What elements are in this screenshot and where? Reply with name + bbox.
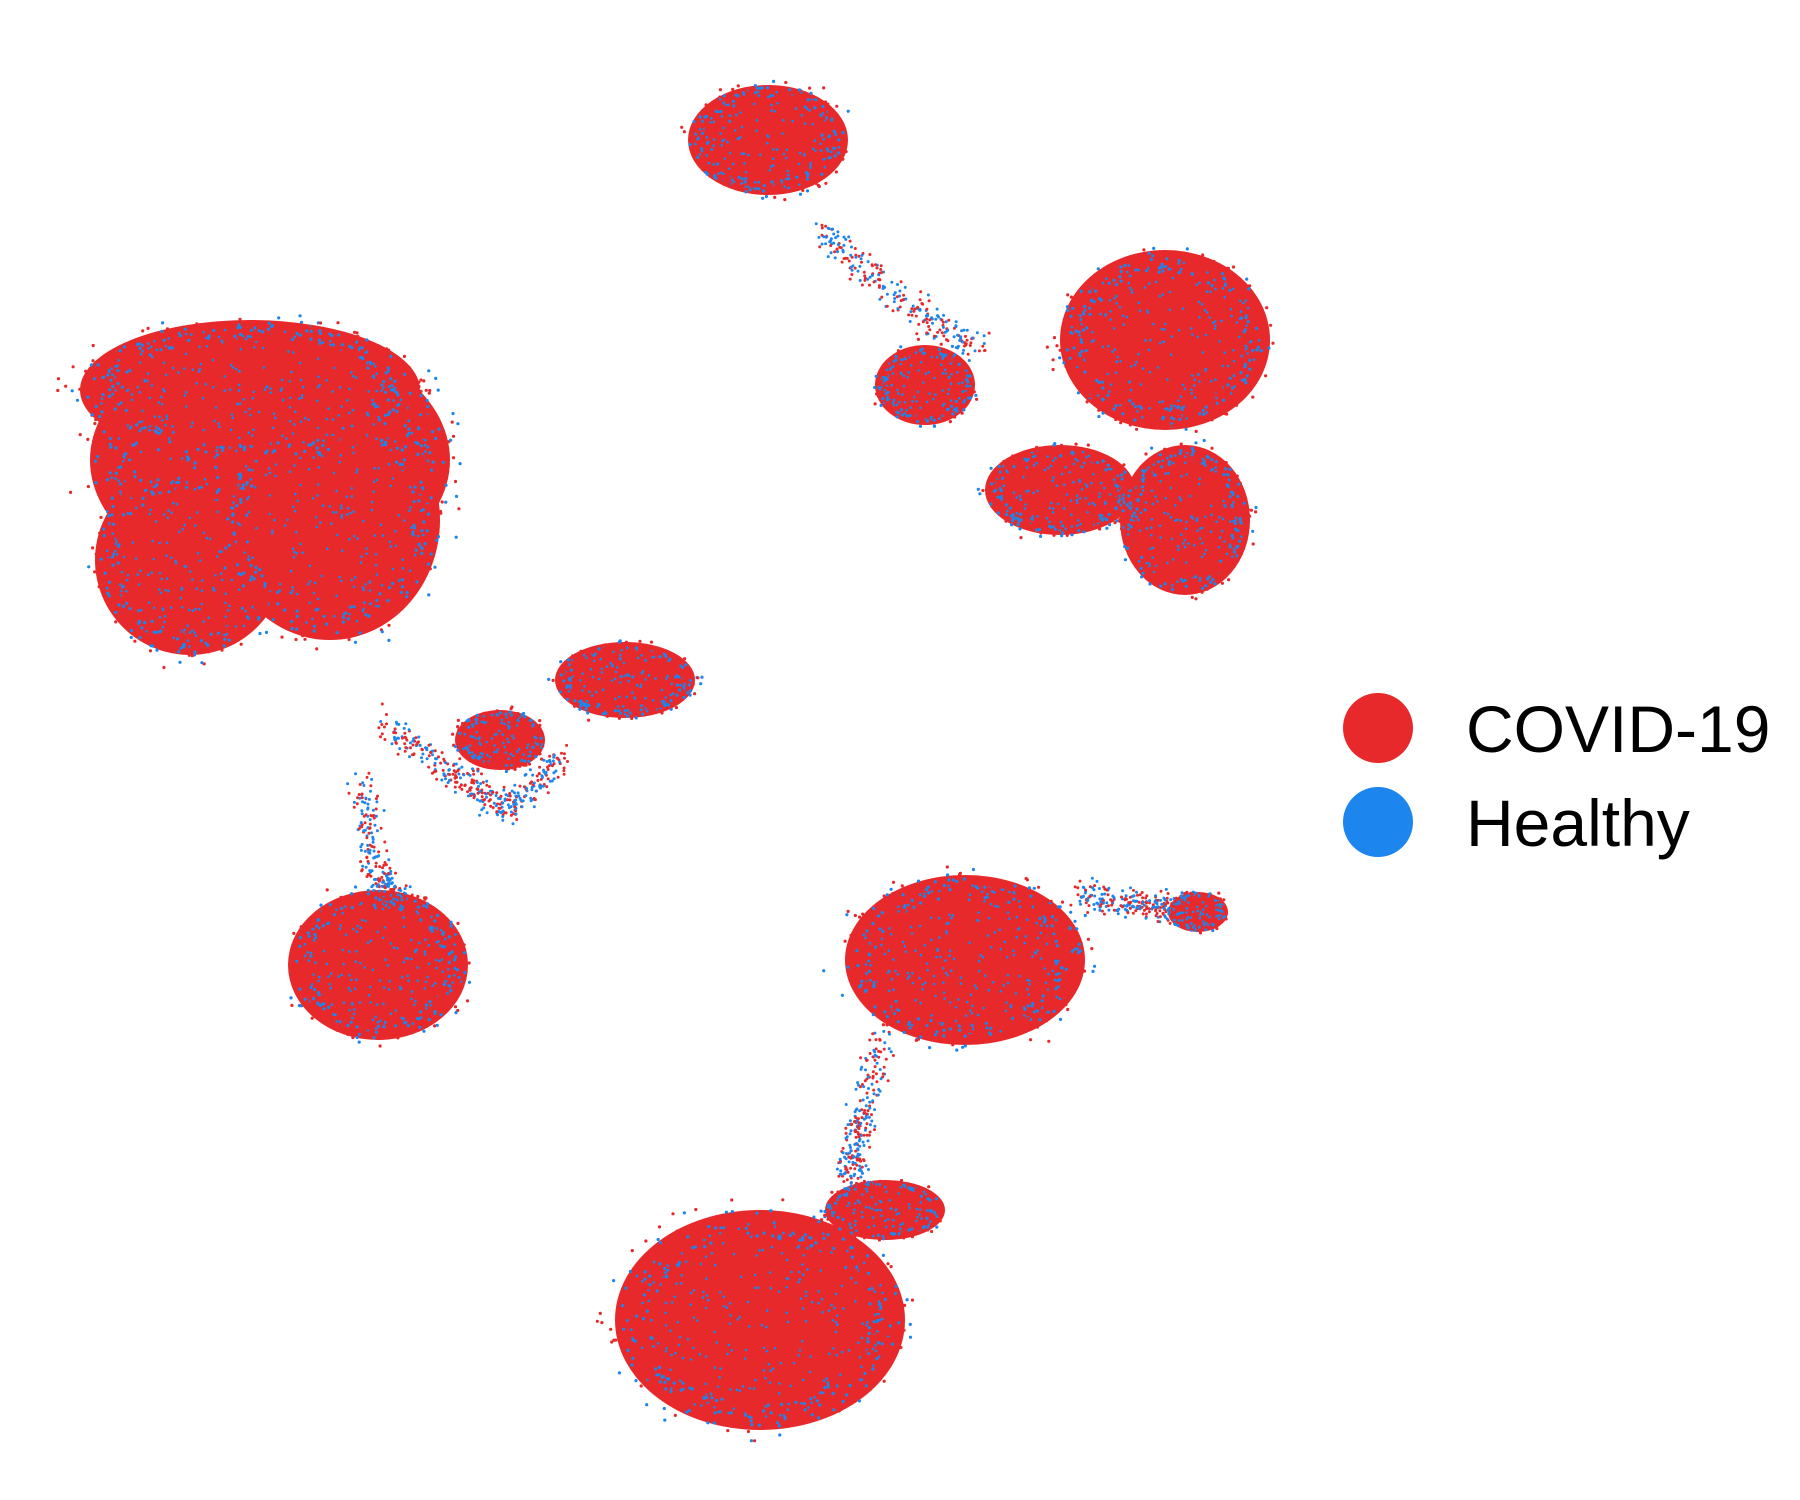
cluster-right-top: [873, 246, 1275, 601]
cluster-bottom: [595, 1178, 945, 1443]
cluster-bridges: [346, 222, 1189, 1194]
cluster-body: [875, 345, 975, 425]
cluster-left-lower: [288, 885, 472, 1048]
scatter-clusters: [56, 79, 1275, 1443]
cluster-body: [80, 320, 420, 460]
legend-marker-covid: [1343, 693, 1413, 763]
cluster-body: [985, 445, 1135, 535]
legend-label-healthy: Healthy: [1466, 786, 1690, 860]
cluster-left-large: [56, 314, 462, 670]
cluster-body: [1060, 250, 1270, 430]
cluster-body: [845, 875, 1085, 1045]
legend-entry-covid: COVID-19: [1343, 692, 1770, 766]
legend: COVID-19 Healthy: [1343, 692, 1770, 860]
cluster-top: [680, 79, 850, 202]
cluster-body: [615, 1210, 905, 1430]
cluster-body: [288, 890, 468, 1040]
cluster-body: [555, 642, 695, 718]
cluster-body: [688, 85, 848, 195]
legend-marker-healthy: [1343, 787, 1413, 857]
legend-label-covid: COVID-19: [1466, 692, 1770, 766]
cluster-left-arm: [451, 639, 704, 774]
cluster-body: [220, 400, 440, 640]
legend-entry-healthy: Healthy: [1343, 786, 1690, 860]
